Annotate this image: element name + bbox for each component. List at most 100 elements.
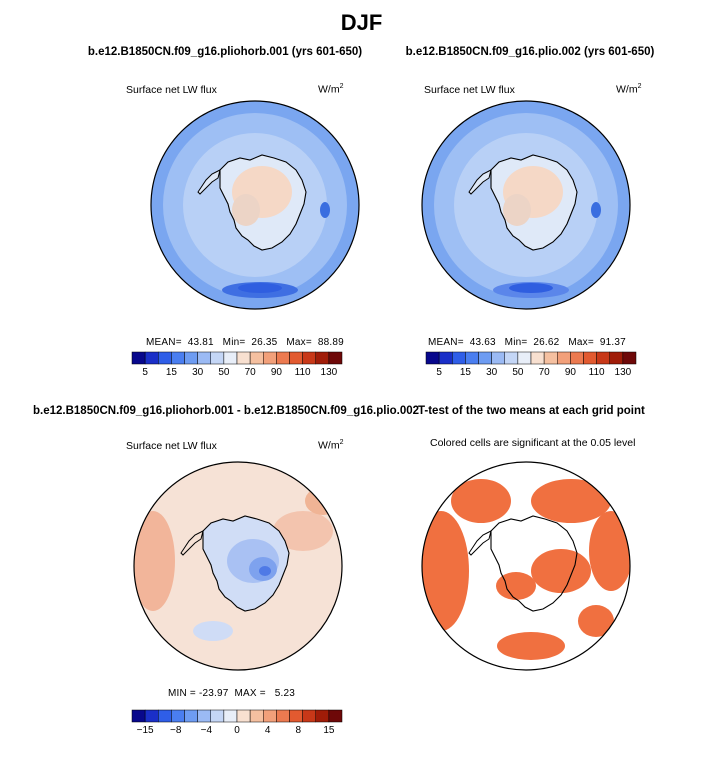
cbar2-swatch-2: [452, 351, 466, 365]
cbar3-swatch-0: [131, 709, 146, 723]
panel1-units: W/m2: [318, 83, 344, 96]
panel4-map: [421, 461, 631, 671]
map3-frame: [133, 461, 343, 671]
cbar3-swatch-2: [158, 709, 172, 723]
map4-coastline: [490, 515, 578, 612]
cbar3-swatch-14: [315, 709, 330, 723]
map1-peninsula: [197, 169, 221, 195]
map3-region-3: [193, 621, 233, 641]
cbar2-tick-4: 70: [539, 367, 551, 378]
cbar3-swatch-1: [144, 709, 159, 723]
cbar3-swatch-7: [223, 709, 238, 723]
cbar3-swatch-13: [302, 709, 316, 723]
cbar2-tick-5: 90: [565, 367, 577, 378]
cbar1-swatch-5: [197, 351, 211, 365]
cbar2-swatch-9: [543, 351, 558, 365]
map1-frame: [150, 100, 360, 310]
cbar1-tick-3: 50: [218, 367, 230, 378]
cbar2-swatch-0: [425, 351, 440, 365]
cbar3-swatch-3: [171, 709, 185, 723]
cbar2-swatch-13: [596, 351, 610, 365]
cbar1-swatch-9: [249, 351, 264, 365]
panel2-units: W/m2: [616, 83, 642, 96]
cbar3-swatch-8: [236, 709, 251, 723]
panel3-stats: MIN = -23.97 MAX = 5.23: [168, 688, 295, 699]
cbar3-tick-3: 0: [234, 725, 240, 736]
panel3-variable-label: Surface net LW flux: [126, 440, 217, 452]
map1-region-8: [238, 283, 282, 293]
cbar3-swatch-10: [263, 709, 277, 723]
cbar1-swatch-11: [276, 351, 290, 365]
cbar1-swatch-13: [302, 351, 316, 365]
cbar1-tick-6: 110: [295, 367, 311, 378]
cbar3-tick-1: −8: [170, 725, 182, 736]
cbar2-tick-6: 110: [589, 367, 605, 378]
panel4-title: T-test of the two means at each grid poi…: [418, 405, 645, 417]
panel2-map: [421, 100, 631, 310]
cbar1-tick-2: 30: [192, 367, 204, 378]
map3-region-7: [259, 566, 271, 576]
cbar2-swatch-1: [438, 351, 453, 365]
cbar1-swatch-1: [144, 351, 159, 365]
cbar1-tick-5: 90: [271, 367, 283, 378]
cbar2-tick-1: 15: [460, 367, 472, 378]
cbar2-tick-2: 30: [486, 367, 498, 378]
cbar1-tick-0: 5: [142, 367, 148, 378]
cbar1-swatch-2: [158, 351, 172, 365]
map2-region-3: [469, 170, 491, 194]
map3-peninsula: [180, 530, 204, 556]
map3-coastline: [202, 515, 290, 612]
map2-peninsula: [468, 169, 492, 195]
panel3-case-title: b.e12.B1850CN.f09_g16.pliohorb.001 - b.e…: [33, 405, 420, 417]
map1-coastline: [219, 154, 307, 251]
map4-region-5: [496, 572, 536, 600]
map2-region-5: [503, 194, 531, 226]
cbar3-tick-5: 8: [295, 725, 301, 736]
panel1-colorbar: 5 15 30 50 70 90 110 130: [131, 351, 343, 378]
cbar2-swatch-8: [530, 351, 545, 365]
map1-region-6: [320, 202, 330, 218]
cbar1-swatch-12: [289, 351, 303, 365]
map4-region-6: [497, 632, 565, 660]
map4-region-3: [589, 511, 630, 591]
map4-region-7: [578, 605, 614, 637]
map3-region-1: [273, 511, 333, 551]
cbar3-tick-2: −4: [201, 725, 213, 736]
cbar2-tick-7: 130: [615, 367, 632, 378]
cbar3-swatch-9: [249, 709, 264, 723]
map2-frame: [421, 100, 631, 310]
cbar1-swatch-14: [315, 351, 330, 365]
cbar3-swatch-5: [197, 709, 211, 723]
cbar3-swatch-12: [289, 709, 303, 723]
cbar1-tick-1: 15: [166, 367, 178, 378]
panel2-stats: MEAN= 43.63 Min= 26.62 Max= 91.37: [428, 337, 626, 348]
cbar1-swatch-0: [131, 351, 146, 365]
cbar1-swatch-7: [223, 351, 238, 365]
cbar3-swatch-4: [184, 709, 198, 723]
cbar3-tick-6: 15: [323, 725, 335, 736]
map4-peninsula: [468, 530, 492, 556]
cbar2-tick-3: 50: [512, 367, 524, 378]
cbar1-swatch-6: [210, 351, 225, 365]
cbar2-swatch-6: [504, 351, 519, 365]
panel1-map: [150, 100, 360, 310]
panel3-colorbar: −15 −8 −4 0 4 8 15: [131, 709, 343, 736]
cbar1-swatch-4: [184, 351, 198, 365]
cbar3-swatch-11: [276, 709, 290, 723]
cbar3-swatch-6: [210, 709, 225, 723]
panel1-case-title: b.e12.B1850CN.f09_g16.pliohorb.001 (yrs …: [87, 46, 363, 58]
map4-region-1: [451, 479, 511, 523]
map2-coastline: [490, 154, 578, 251]
panel3-map: [133, 461, 343, 671]
cbar1-swatch-15: [328, 351, 343, 365]
cbar3-tick-4: 4: [265, 725, 271, 736]
map2-region-8: [509, 283, 553, 293]
cbar3-tick-0: −15: [137, 725, 154, 736]
map3-region-0: [134, 511, 175, 611]
cbar2-swatch-11: [570, 351, 584, 365]
cbar2-tick-0: 5: [436, 367, 442, 378]
map4-region-4: [531, 549, 591, 593]
cbar2-swatch-3: [465, 351, 479, 365]
cbar1-tick-4: 70: [245, 367, 257, 378]
cbar2-swatch-5: [491, 351, 505, 365]
